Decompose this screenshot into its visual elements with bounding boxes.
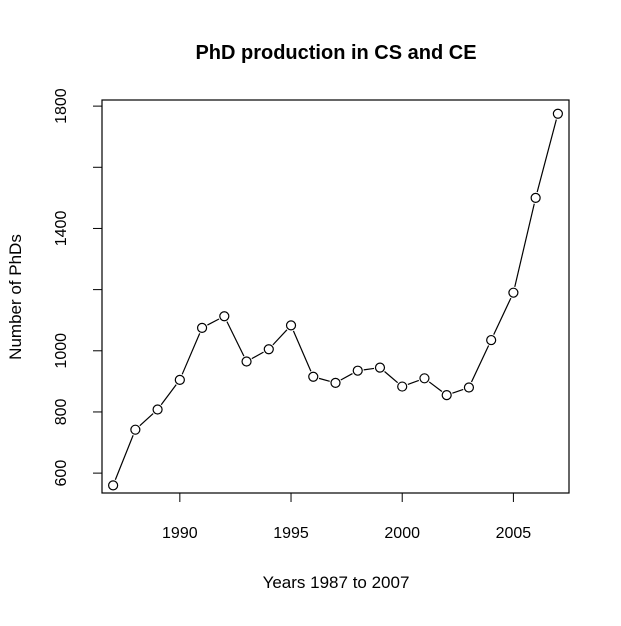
data-point: [419, 373, 430, 384]
y-tick-label: 1400: [53, 211, 70, 247]
series-line-segment: [272, 329, 288, 346]
data-point: [330, 377, 341, 388]
series-line-segment: [181, 333, 201, 375]
series-line-segment: [536, 119, 557, 193]
data-point: [463, 382, 475, 393]
series-line-segment: [292, 330, 312, 372]
y-axis-label: Number of PhDs: [6, 234, 25, 360]
series-line-segment: [363, 367, 375, 371]
data-point: [108, 480, 119, 491]
data-point: [219, 311, 230, 322]
series-line-segment: [384, 371, 399, 384]
series-line-segment: [493, 297, 512, 335]
plot-frame: [101, 99, 570, 494]
series-line-segment: [114, 435, 134, 481]
series-line-segment: [207, 318, 220, 326]
data-point: [130, 424, 141, 435]
y-tick-label: 1800: [53, 88, 70, 124]
series-line-segment: [428, 381, 443, 392]
y-tick-label: 600: [53, 460, 70, 487]
x-axis: 1990 1995 2000 2005: [162, 492, 532, 542]
series-line-segment: [340, 373, 353, 381]
data-point: [152, 404, 163, 415]
x-axis-label: Years 1987 to 2007: [263, 573, 410, 592]
series-line-segment: [514, 203, 535, 287]
data-point: [441, 390, 452, 401]
data-point: [174, 374, 185, 385]
data-point: [486, 334, 497, 346]
x-tick-label: 1995: [273, 525, 309, 542]
series-line-segment: [226, 321, 245, 357]
data-point: [508, 287, 519, 298]
series-line-segment: [470, 345, 490, 383]
data-point: [397, 381, 408, 392]
data-point: [374, 362, 386, 373]
y-tick-label: 800: [53, 399, 70, 426]
chart-title: PhD production in CS and CE: [195, 42, 476, 64]
x-tick-label: 2000: [384, 525, 420, 542]
data-point: [308, 371, 319, 382]
series-line-segment: [139, 413, 154, 427]
series-line-segment: [452, 388, 464, 394]
series-line-segment: [407, 379, 420, 386]
series-line-segment: [318, 377, 330, 382]
x-tick-label: 1990: [162, 525, 198, 542]
data-point: [530, 192, 541, 203]
data-point: [352, 365, 363, 376]
y-tick-label: 1000: [53, 333, 70, 369]
data-point: [263, 344, 274, 355]
data-point: [552, 108, 563, 119]
data-point: [196, 322, 208, 333]
series-line-segment: [160, 384, 177, 406]
series-layer: [108, 108, 563, 491]
data-point: [285, 320, 297, 331]
x-tick-label: 2005: [496, 525, 532, 542]
series-line-segment: [251, 351, 264, 360]
y-axis: 600 800 1000 1400 1800: [53, 88, 103, 487]
data-point: [241, 356, 252, 367]
